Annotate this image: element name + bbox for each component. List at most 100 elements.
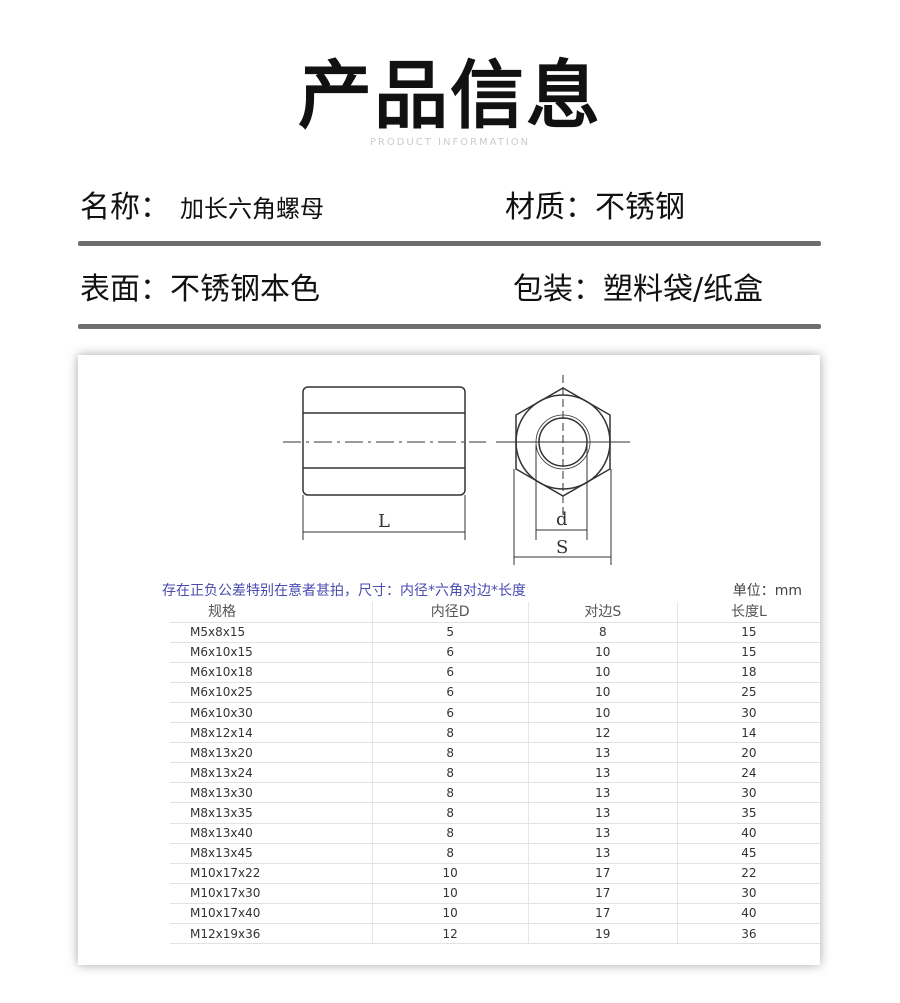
- table-cell: 8: [371, 843, 529, 864]
- table-row: M8x13x45 8 13 45: [170, 843, 820, 864]
- table-row: M8x13x20 8 13 20: [170, 742, 820, 764]
- table-cell: 6: [371, 642, 529, 663]
- table-row: M6x10x18 6 10 18: [170, 662, 820, 683]
- table-row: M8x13x35 8 13 35: [170, 802, 820, 824]
- info-row-2: 表面：不锈钢本色 包装：塑料袋/纸盒: [80, 272, 820, 312]
- spec-table: 规格 内径D 对边S 长度L M5x8x15 5 8 15 M6x10x15 6 10 15 M6x1…: [170, 602, 820, 945]
- table-cell: 8: [371, 823, 529, 844]
- table-cell: 12: [527, 722, 678, 744]
- table-cell: 13: [527, 742, 678, 764]
- table-row: M8x12x14 8 12 14: [170, 722, 820, 744]
- table-cell: 10: [371, 863, 529, 884]
- table-cell: 8: [371, 742, 529, 764]
- table-cell: 13: [527, 782, 678, 804]
- table-cell: 13: [527, 762, 678, 784]
- packaging: 包装：塑料袋/纸盒: [513, 272, 764, 307]
- table-cell: 15: [676, 622, 820, 643]
- table-cell: 36: [676, 923, 820, 945]
- table-cell: 13: [527, 802, 678, 824]
- spec-card: L d S 存在正负公差特别在意者甚拍，尺寸：内径*六角对边*长度 单位：mm …: [78, 355, 820, 965]
- table-cell: 6: [371, 702, 529, 724]
- info-row-1: 名称： 加长六角螺母 材质：不锈钢: [80, 190, 820, 230]
- name-label: 名称：: [80, 190, 170, 225]
- table-cell: 25: [676, 682, 820, 703]
- table-cell: 10: [527, 642, 678, 663]
- table-cell: M8x13x40: [170, 823, 372, 844]
- table-cell: M6x10x15: [170, 642, 372, 663]
- table-row: M12x19x36 12 19 36: [170, 923, 820, 945]
- table-cell: 10: [527, 662, 678, 683]
- table-cell: M8x13x45: [170, 843, 372, 864]
- table-row: M6x10x25 6 10 25: [170, 682, 820, 703]
- table-cell: 40: [676, 823, 820, 844]
- table-row: M8x13x30 8 13 30: [170, 782, 820, 804]
- table-cell: 8: [371, 782, 529, 804]
- divider: [78, 241, 821, 246]
- table-cell: 12: [371, 923, 529, 945]
- across-flats-label: S: [556, 537, 568, 558]
- inner-diameter-label: d: [556, 509, 568, 530]
- table-cell: 30: [676, 702, 820, 724]
- table-row: M6x10x15 6 10 15: [170, 642, 820, 663]
- page-title: 产品信息: [298, 53, 602, 139]
- table-cell: 13: [527, 843, 678, 864]
- table-row: M10x17x40 10 17 40: [170, 903, 820, 925]
- table-cell: 10: [371, 903, 529, 925]
- table-cell: 15: [676, 642, 820, 663]
- column-header: 规格: [170, 602, 372, 623]
- table-cell: 14: [676, 722, 820, 744]
- column-header: 对边S: [527, 602, 678, 623]
- table-cell: 10: [371, 883, 529, 904]
- table-row: M10x17x22 10 17 22: [170, 863, 820, 884]
- table-cell: 17: [527, 883, 678, 904]
- table-cell: 17: [527, 863, 678, 884]
- table-cell: 19: [527, 923, 678, 945]
- table-cell: 8: [371, 802, 529, 824]
- table-cell: 45: [676, 843, 820, 864]
- table-cell: M8x12x14: [170, 722, 372, 744]
- table-row: M8x13x24 8 13 24: [170, 762, 820, 784]
- length-label: L: [378, 511, 390, 532]
- table-cell: M8x13x35: [170, 802, 372, 824]
- table-cell: 30: [676, 782, 820, 804]
- table-cell: M6x10x25: [170, 682, 372, 703]
- table-cell: M10x17x30: [170, 883, 372, 904]
- table-cell: 22: [676, 863, 820, 884]
- column-header: 内径D: [371, 602, 529, 623]
- table-cell: 5: [371, 622, 529, 643]
- material: 材质：不锈钢: [505, 190, 685, 225]
- table-cell: M6x10x30: [170, 702, 372, 724]
- table-header: 规格 内径D 对边S 长度L: [170, 602, 820, 623]
- table-cell: M8x13x20: [170, 742, 372, 764]
- divider: [78, 324, 821, 329]
- table-row: M8x13x40 8 13 40: [170, 823, 820, 844]
- table-row: M5x8x15 5 8 15: [170, 622, 820, 643]
- table-cell: 24: [676, 762, 820, 784]
- table-cell: M10x17x40: [170, 903, 372, 925]
- table-cell: M10x17x22: [170, 863, 372, 884]
- table-cell: M5x8x15: [170, 622, 372, 643]
- technical-drawing: L d S: [283, 375, 630, 565]
- column-header: 长度L: [676, 602, 820, 623]
- unit-label: 单位：mm: [732, 583, 802, 599]
- table-cell: M8x13x30: [170, 782, 372, 804]
- table-row: M10x17x30 10 17 30: [170, 883, 820, 904]
- table-cell: 8: [371, 762, 529, 784]
- end-view: d S: [496, 375, 630, 565]
- table-cell: 8: [527, 622, 678, 643]
- table-cell: 17: [527, 903, 678, 925]
- table-cell: 35: [676, 802, 820, 824]
- page-subtitle: PRODUCT INFORMATION: [369, 137, 531, 148]
- table-cell: M8x13x24: [170, 762, 372, 784]
- tolerance-note: 存在正负公差特别在意者甚拍，尺寸：内径*六角对边*长度: [162, 583, 526, 599]
- table-cell: 40: [676, 903, 820, 925]
- table-cell: 18: [676, 662, 820, 683]
- table-cell: M12x19x36: [170, 923, 372, 945]
- side-view: L: [283, 386, 486, 540]
- table-cell: 10: [527, 682, 678, 703]
- name-value: 加长六角螺母: [180, 195, 324, 223]
- table-cell: M6x10x18: [170, 662, 372, 683]
- table-row: M6x10x30 6 10 30: [170, 702, 820, 724]
- table-cell: 6: [371, 682, 529, 703]
- table-cell: 6: [371, 662, 529, 683]
